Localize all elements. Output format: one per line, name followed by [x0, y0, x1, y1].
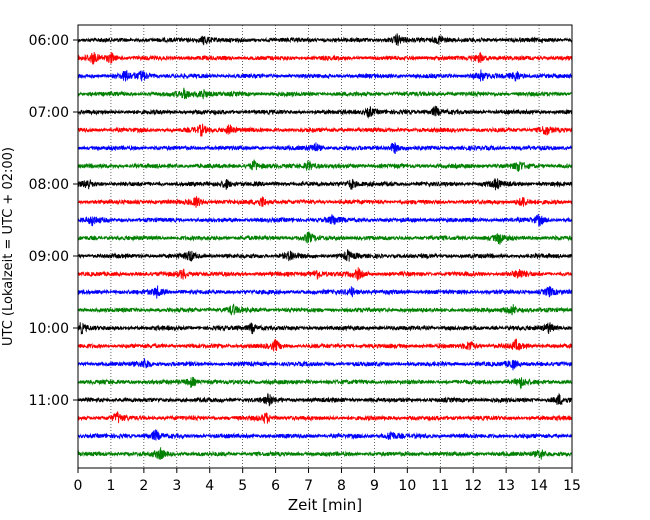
seismogram-trace	[77, 322, 573, 335]
seismogram-trace	[77, 105, 573, 119]
x-tick-label: 7	[304, 478, 313, 494]
seismogram-trace	[77, 285, 573, 299]
y-tick-label: 11:00	[29, 393, 69, 409]
x-tick-label: 11	[431, 478, 449, 494]
y-tick-label: 07:00	[29, 105, 69, 121]
x-tick-label: 1	[106, 478, 115, 494]
seismogram-trace	[77, 267, 573, 282]
seismogram-trace	[77, 303, 573, 316]
x-tick-label: 12	[464, 478, 482, 494]
seismogram-trace	[77, 69, 573, 82]
x-tick-label: 10	[398, 478, 416, 494]
seismogram-trace	[77, 123, 573, 137]
y-tick-label: 09:00	[29, 249, 69, 265]
seismogram-trace	[77, 213, 573, 227]
seismogram-trace	[77, 411, 573, 425]
x-tick-label: 5	[238, 478, 247, 494]
x-tick-label: 14	[530, 478, 548, 494]
grid-lines	[110, 25, 540, 468]
seismogram-trace	[77, 376, 573, 390]
seismogram-traces	[77, 33, 573, 460]
seismogram-trace	[77, 178, 573, 191]
x-tick-label: 9	[370, 478, 379, 494]
x-axis-title: Zeit [min]	[288, 496, 362, 514]
y-axis-ticks: 06:00 07:00 08:00 09:00 10:00 11:00	[29, 33, 78, 409]
seismogram-trace	[77, 159, 573, 172]
seismogram-trace	[77, 142, 573, 154]
seismogram-trace	[77, 358, 573, 371]
x-tick-label: 8	[337, 478, 346, 494]
y-tick-label: 06:00	[29, 33, 69, 49]
seismogram-trace	[77, 249, 573, 262]
seismogram-trace	[77, 447, 573, 460]
x-tick-label: 2	[139, 478, 148, 494]
plot-frame	[77, 24, 573, 469]
seismogram-trace	[77, 51, 573, 65]
x-tick-label: 13	[497, 478, 515, 494]
y-axis-title: UTC (Lokalzeit = UTC + 02:00)	[1, 147, 16, 346]
seismogram-trace	[77, 429, 573, 441]
seismogram-trace	[77, 87, 573, 100]
y-tick-label: 08:00	[29, 177, 69, 193]
y-tick-label: 10:00	[29, 321, 69, 337]
seismogram-trace	[77, 196, 573, 208]
x-tick-label: 6	[271, 478, 280, 494]
x-tick-label: 15	[563, 478, 581, 494]
x-tick-label: 3	[172, 478, 181, 494]
x-axis-ticks: 0 1 2 3 4 5 6 7 8 9 10 11 12 13 14 15	[74, 468, 581, 494]
x-tick-label: 4	[205, 478, 214, 494]
seismogram-trace	[77, 231, 573, 245]
x-tick-label: 0	[74, 478, 83, 494]
seismogram-trace	[77, 337, 573, 352]
seismogram-trace	[77, 33, 573, 46]
seismogram-trace	[77, 392, 573, 407]
